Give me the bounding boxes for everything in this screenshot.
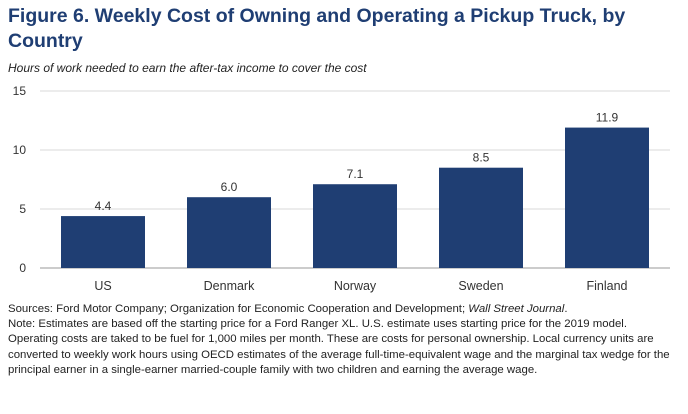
x-tick-label: US	[94, 279, 111, 293]
data-label: 4.4	[95, 199, 112, 213]
y-tick-label: 15	[13, 84, 27, 98]
x-tick-label: Sweden	[458, 279, 503, 293]
data-label: 7.1	[347, 167, 364, 181]
data-label: 11.9	[596, 111, 619, 125]
x-tick-label: Denmark	[204, 279, 255, 293]
sources-suffix: .	[564, 303, 568, 315]
chart-subtitle: Hours of work needed to earn the after-t…	[8, 61, 367, 75]
sources-italic: Wall Street Journal	[468, 303, 565, 315]
bar-us	[61, 216, 145, 268]
data-label: 8.5	[473, 151, 490, 165]
bar-chart: 0 5 10 15 4.4 US 6.0 Denmark 7.1 Norway 8.5 Sweden 1…	[13, 84, 670, 293]
y-tick-label: 5	[19, 202, 26, 216]
x-tick-label: Finland	[587, 279, 628, 293]
bar-finland	[565, 127, 649, 268]
chart-title: Figure 6. Weekly Cost of Owning and Oper…	[8, 5, 626, 52]
sources-text: Sources: Ford Motor Company; Organizatio…	[8, 302, 680, 317]
note-text: Note: Estimates are based off the starti…	[8, 318, 670, 376]
sources-prefix: Sources: Ford Motor Company; Organizatio…	[8, 303, 469, 315]
y-tick-label: 0	[19, 261, 26, 275]
chart-notes: Sources: Ford Motor Company; Organizatio…	[8, 302, 680, 378]
bar-sweden	[439, 167, 523, 268]
x-tick-label: Norway	[334, 279, 377, 293]
y-tick-label: 10	[13, 143, 27, 157]
bar-norway	[313, 184, 397, 268]
data-label: 6.0	[221, 180, 238, 194]
bar-denmark	[187, 197, 271, 268]
